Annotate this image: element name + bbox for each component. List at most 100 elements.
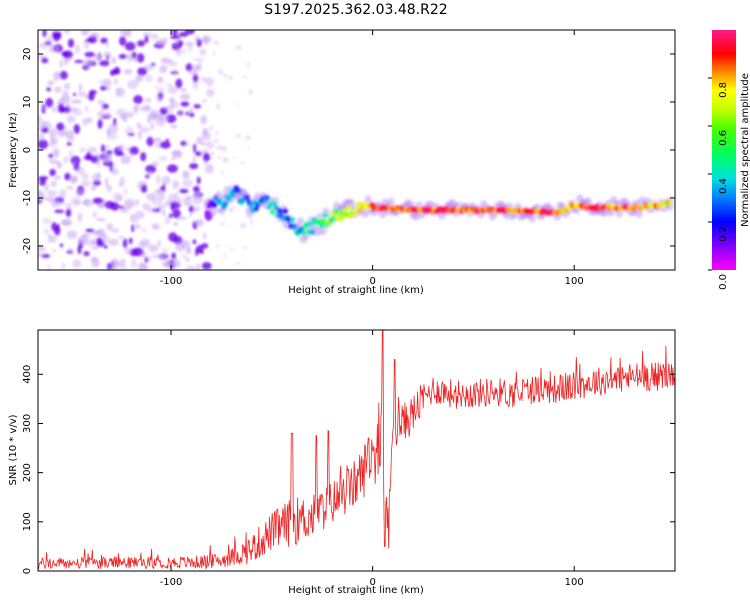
noise-blob: [167, 60, 178, 67]
noise-blob: [38, 253, 44, 257]
noise-blob: [203, 152, 211, 162]
noise-blob: [38, 189, 42, 197]
noise-blob: [185, 195, 194, 200]
snr-ylabel: SNR (10 * v/v): [8, 414, 19, 485]
noise-blob: [49, 168, 56, 177]
noise-blob: [44, 184, 49, 192]
ridge-halo: [296, 217, 305, 229]
noise-blob: [196, 176, 201, 185]
noise-blob: [171, 149, 183, 157]
noise-blob: [46, 265, 52, 270]
noise-blob: [185, 30, 196, 35]
noise-blob: [239, 161, 246, 164]
ridge-core: [310, 229, 316, 236]
noise-blob: [80, 180, 92, 188]
noise-blob: [50, 198, 61, 208]
noise-blob: [189, 163, 199, 170]
noise-blob: [192, 70, 199, 75]
noise-blob: [82, 117, 88, 127]
noise-blob: [85, 105, 89, 113]
noise-blob: [179, 188, 189, 194]
ridge-core: [273, 205, 279, 211]
noise-blob: [170, 98, 175, 108]
noise-blob: [84, 39, 90, 50]
noise-blob: [230, 247, 234, 250]
noise-blob: [228, 75, 233, 81]
noise-blob: [247, 145, 250, 149]
colorbar-tick-label: 0.0: [718, 274, 729, 290]
noise-blob: [124, 198, 135, 209]
ridge-core: [244, 194, 250, 201]
noise-blob: [182, 48, 187, 54]
ridge-core: [322, 212, 328, 219]
noise-blob: [235, 45, 242, 50]
noise-blob: [242, 246, 249, 249]
noise-blob: [196, 38, 202, 48]
noise-blob: [66, 142, 72, 146]
noise-blob: [116, 195, 123, 202]
noise-blob: [184, 142, 190, 146]
noise-blob: [218, 69, 223, 75]
noise-blob: [100, 107, 105, 112]
noise-blob: [59, 243, 64, 248]
noise-blob: [113, 117, 117, 126]
noise-blob: [81, 200, 90, 205]
noise-blob: [64, 172, 71, 181]
noise-blob: [156, 38, 167, 46]
noise-blob: [175, 196, 183, 205]
noise-blob: [175, 48, 183, 56]
noise-blob: [161, 261, 172, 268]
noise-blob: [38, 133, 46, 141]
noise-blob: [147, 255, 152, 262]
noise-blob: [192, 197, 202, 205]
noise-blob: [175, 242, 185, 252]
noise-blob: [173, 236, 183, 245]
x-tick-label: 0: [369, 276, 375, 287]
noise-blob: [165, 138, 170, 143]
noise-blob: [56, 161, 62, 169]
noise-blob: [202, 98, 207, 103]
noise-blob: [100, 37, 108, 44]
noise-blob: [96, 240, 105, 247]
noise-blob: [221, 146, 227, 152]
noise-blob: [59, 106, 71, 113]
noise-blob: [152, 137, 162, 143]
noise-blob: [180, 101, 190, 107]
colorbar-tick-label: 0.8: [718, 82, 729, 98]
noise-blob: [115, 87, 119, 97]
noise-blob: [50, 180, 58, 187]
noise-blob: [103, 51, 112, 59]
noise-blob: [185, 111, 190, 116]
noise-blob: [156, 96, 163, 103]
noise-blob: [47, 142, 57, 147]
snr-frame: [37, 329, 676, 572]
noise-blob: [162, 182, 166, 193]
ridge-core: [346, 204, 352, 211]
y-tick-label: 0: [22, 568, 33, 574]
y-tick-label: 400: [22, 365, 33, 384]
noise-blob: [112, 163, 116, 169]
noise-blob: [120, 209, 129, 213]
noise-blob: [45, 97, 54, 108]
noise-blob: [164, 216, 171, 225]
ridge-core: [248, 202, 254, 209]
noise-blob: [77, 212, 83, 223]
noise-blob: [66, 186, 74, 190]
noise-blob: [68, 149, 73, 159]
noise-blob: [62, 218, 73, 227]
noise-blob: [159, 186, 164, 191]
noise-blob: [170, 35, 181, 40]
noise-blob: [192, 185, 200, 193]
noise-blob: [97, 202, 105, 209]
y-tick-label: 20: [22, 48, 33, 61]
noise-blob: [138, 131, 142, 140]
noise-blob: [103, 244, 108, 249]
noise-blob: [92, 197, 104, 204]
noise-blob: [168, 193, 178, 203]
noise-blob: [40, 105, 48, 110]
ridge-core: [282, 208, 288, 214]
noise-blob: [172, 208, 181, 219]
noise-blob: [54, 86, 62, 93]
noise-blob: [80, 30, 90, 36]
